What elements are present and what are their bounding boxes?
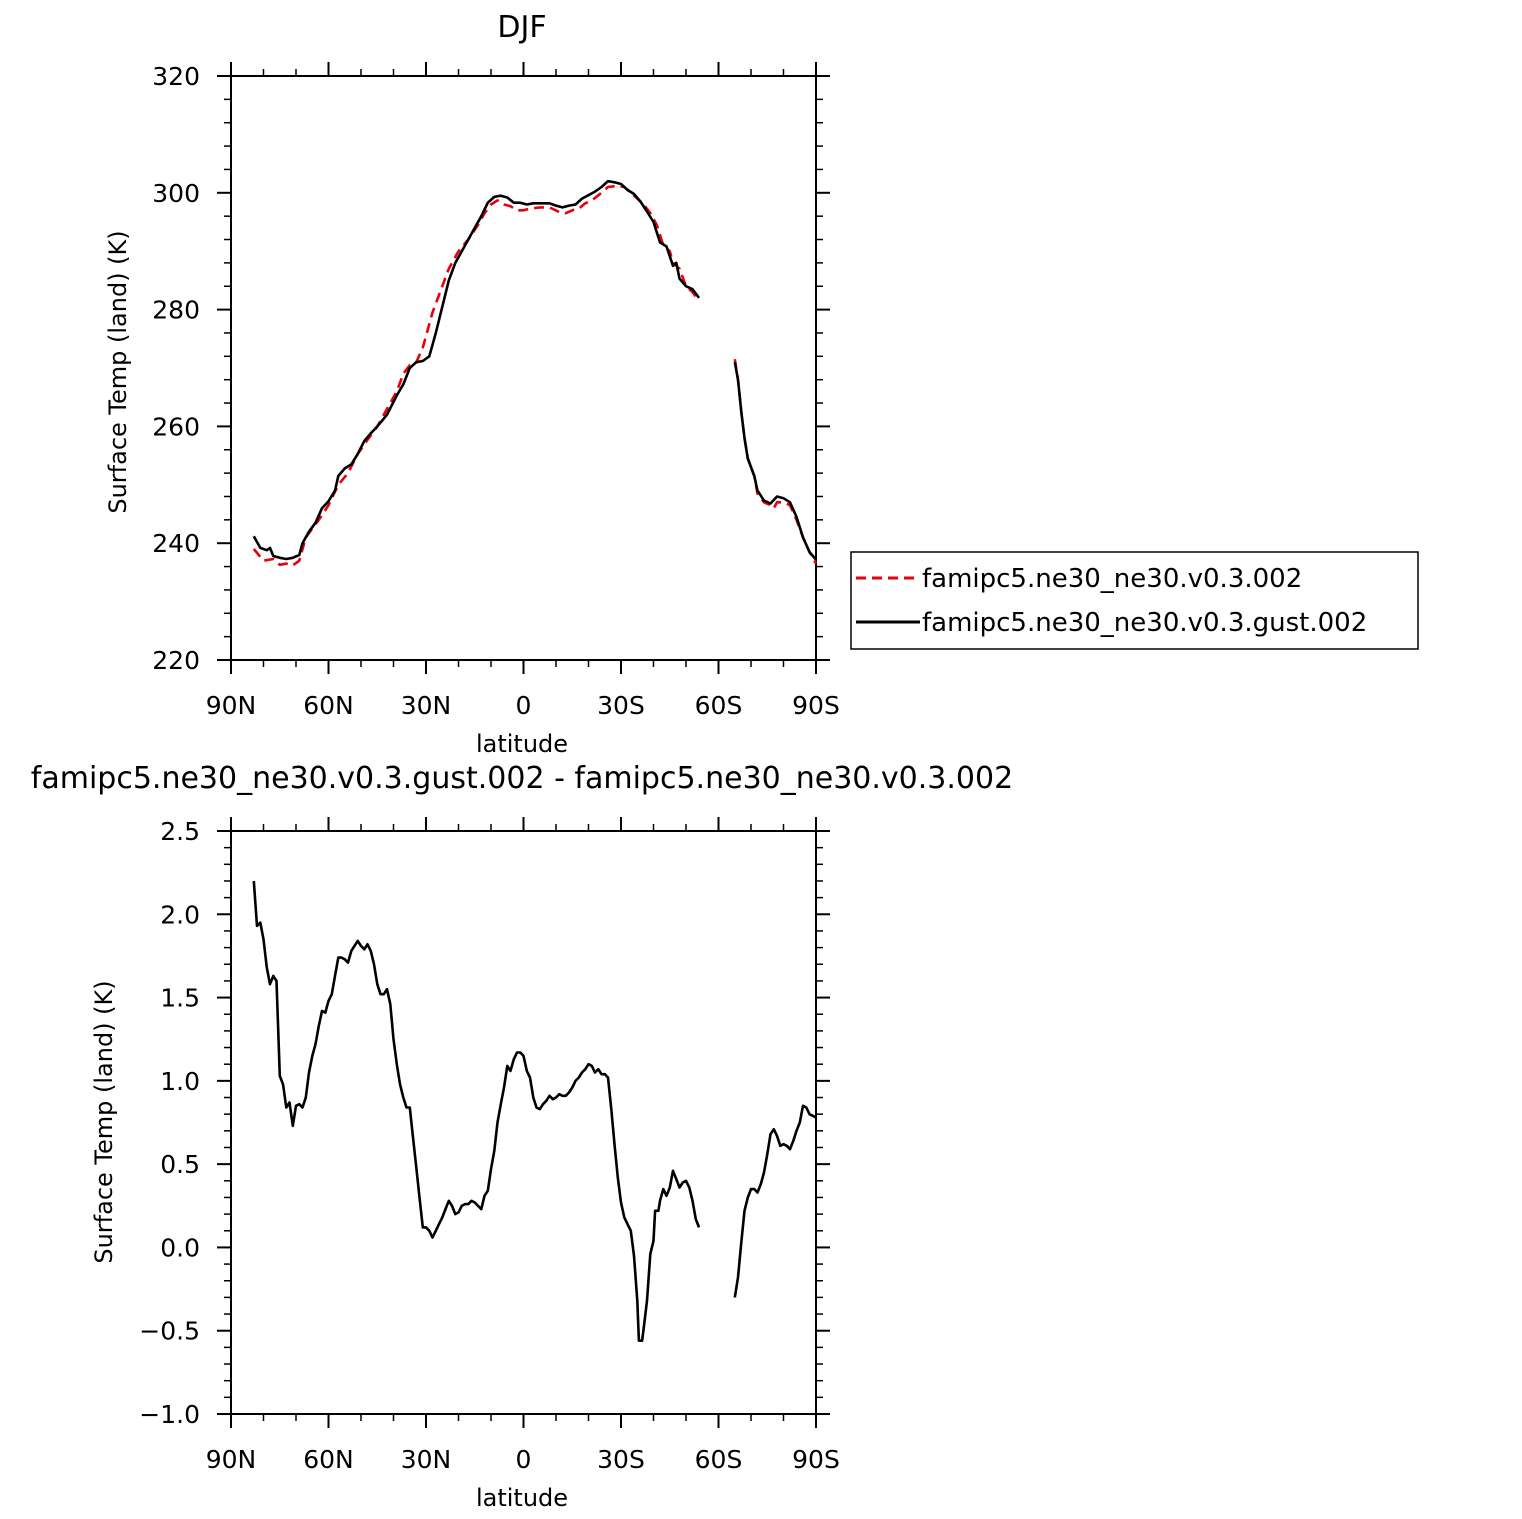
x-tick-label: 30S (597, 691, 645, 720)
x-tick-label: 90N (206, 691, 257, 720)
bottom-axis-ticks (217, 817, 830, 1428)
x-tick-label: 60S (695, 1445, 743, 1474)
top-series-0-line-segment-1 (733, 358, 818, 565)
y-tick-label: 0.5 (160, 1150, 200, 1179)
x-tick-label: 60N (303, 1445, 354, 1474)
y-tick-label: 2.5 (160, 817, 200, 846)
y-tick-label: 220 (152, 646, 200, 675)
y-tick-label: 280 (152, 296, 200, 325)
x-tick-label: 0 (516, 691, 532, 720)
top-chart-title: DJF (497, 10, 546, 45)
top-x-tick-labels: 90N 60N 30N 0 30S 60S 90S (206, 691, 840, 720)
bottom-y-axis-label: Surface Temp (land) (K) (90, 980, 118, 1263)
y-tick-label: 1.0 (160, 1067, 200, 1096)
bottom-y-tick-labels: −1.0 −0.5 0.0 0.5 1.0 1.5 2.0 2.5 (139, 817, 200, 1429)
bottom-plot-frame (230, 830, 817, 1415)
top-plot-frame (230, 75, 817, 661)
x-tick-label: 90S (792, 691, 840, 720)
legend: famipc5.ne30_ne30.v0.3.002 famipc5.ne30_… (850, 551, 1419, 650)
x-tick-label: 0 (516, 1445, 532, 1474)
y-tick-label: 2.0 (160, 900, 200, 929)
y-tick-label: 300 (152, 179, 200, 208)
bottom-x-tick-labels: 90N 60N 30N 0 30S 60S 90S (206, 1445, 840, 1474)
y-tick-label: −0.5 (139, 1317, 200, 1346)
top-y-axis-label: Surface Temp (land) (K) (104, 230, 132, 513)
top-y-tick-labels: 220 240 260 280 300 320 (152, 62, 200, 675)
y-tick-label: 0.0 (160, 1233, 200, 1262)
legend-box (850, 551, 1419, 650)
bottom-x-axis-label: latitude (476, 1484, 568, 1512)
x-tick-label: 90S (792, 1445, 840, 1474)
top-x-axis-label: latitude (476, 730, 568, 758)
top-axis-ticks (217, 62, 830, 674)
bottom-series-0-line-segment-0 (252, 880, 701, 1342)
bottom-chart-panel: famipc5.ne30_ne30.v0.3.gust.002 - famipc… (31, 761, 1013, 1512)
y-tick-label: −1.0 (139, 1400, 200, 1429)
y-tick-label: 240 (152, 529, 200, 558)
top-series-1-line-segment-1 (733, 361, 817, 561)
bottom-series-0-line-segment-1 (733, 1104, 817, 1298)
legend-label-control: famipc5.ne30_ne30.v0.3.002 (922, 564, 1302, 594)
x-tick-label: 30S (597, 1445, 645, 1474)
bottom-series-lines (252, 880, 817, 1342)
x-tick-label: 30N (401, 1445, 452, 1474)
legend-label-gust: famipc5.ne30_ne30.v0.3.gust.002 (922, 608, 1367, 638)
y-tick-label: 1.5 (160, 984, 200, 1013)
y-tick-label: 320 (152, 62, 200, 91)
y-tick-label: 260 (152, 412, 200, 441)
x-tick-label: 90N (206, 1445, 257, 1474)
bottom-chart-title: famipc5.ne30_ne30.v0.3.gust.002 - famipc… (31, 761, 1013, 796)
x-tick-label: 60N (303, 691, 354, 720)
x-tick-label: 30N (401, 691, 452, 720)
top-series-lines (252, 179, 818, 567)
x-tick-label: 60S (695, 691, 743, 720)
top-series-1-line-segment-0 (252, 179, 701, 561)
